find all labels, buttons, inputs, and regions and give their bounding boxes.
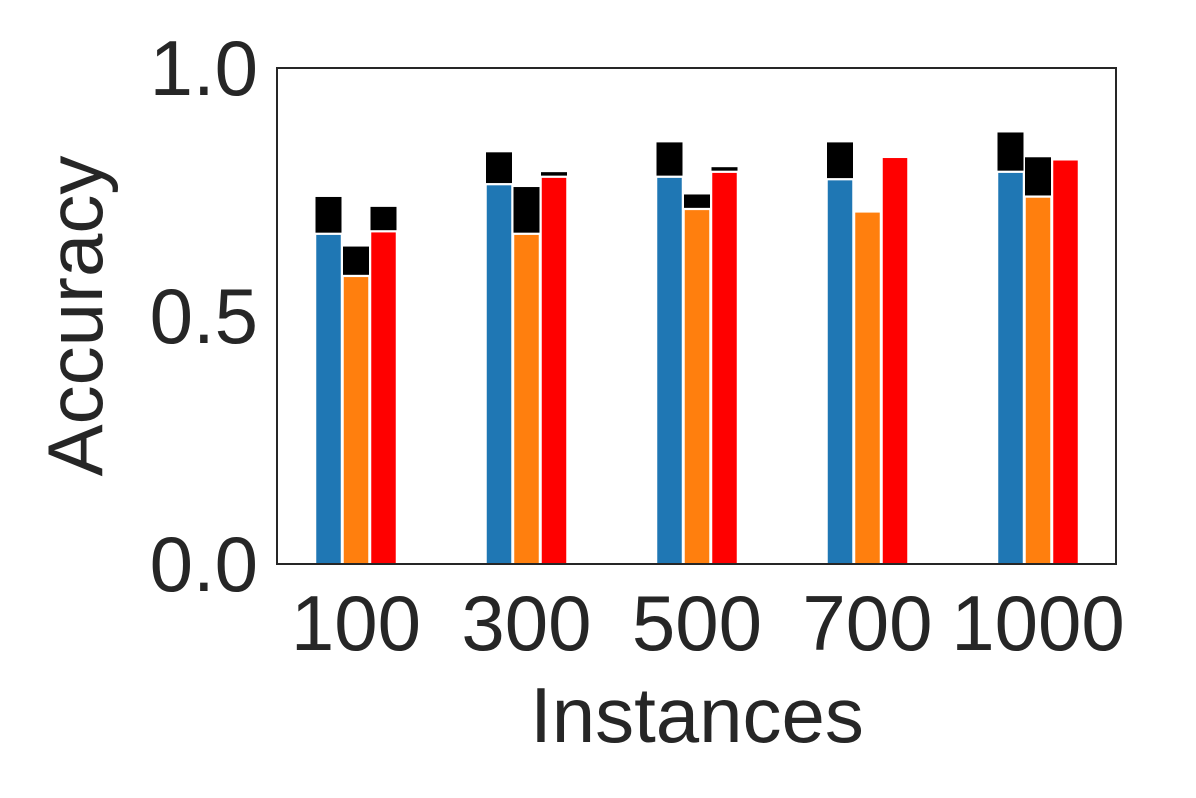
bar-300-series-2 — [512, 233, 541, 565]
error-bar-300-series-3 — [541, 172, 567, 176]
error-bar-100-series-3 — [370, 206, 397, 231]
bar-500-series-2 — [683, 208, 711, 565]
error-bar-100-series-1 — [315, 196, 342, 233]
bar-300-series-1 — [485, 183, 513, 565]
bar-700-series-1 — [826, 178, 854, 565]
error-bar-500-series-2 — [684, 194, 710, 208]
error-bar-300-series-2 — [513, 187, 540, 233]
x-axis-label: Instances — [530, 671, 864, 759]
error-bar-500-series-1 — [656, 142, 683, 176]
x-tick-label: 500 — [632, 579, 762, 667]
error-bar-500-series-3 — [711, 167, 738, 171]
error-bar-700-series-1 — [827, 142, 853, 179]
x-tick-label: 100 — [291, 579, 421, 667]
bar-1000-series-2 — [1024, 196, 1052, 565]
y-tick-label: 1.0 — [150, 24, 258, 112]
y-tick-label: 0.5 — [150, 272, 258, 360]
error-bar-1000-series-2 — [1025, 157, 1051, 196]
bar-100-series-2 — [342, 275, 370, 565]
x-tick-label: 700 — [802, 579, 932, 667]
bar-700-series-2 — [853, 211, 882, 565]
x-tick-label: 300 — [461, 579, 591, 667]
error-bar-100-series-2 — [343, 246, 369, 275]
x-tick-labels: 100 300 500 700 1000 — [291, 579, 1125, 667]
bar-100-series-3 — [369, 230, 398, 565]
bar-500-series-1 — [655, 176, 684, 565]
bar-500-series-3 — [710, 171, 739, 565]
bar-1000-series-1 — [996, 171, 1025, 565]
bar-100-series-1 — [314, 233, 343, 565]
bar-1000-series-3 — [1051, 159, 1080, 565]
y-tick-labels: 0.0 0.5 1.0 — [150, 24, 258, 608]
x-tick-label: 1000 — [951, 579, 1125, 667]
plot-frame — [276, 67, 1117, 565]
bars-layer — [314, 132, 1080, 565]
bar-700-series-3 — [881, 156, 909, 565]
error-bar-1000-series-1 — [997, 132, 1024, 171]
y-axis-label: Accuracy — [31, 156, 119, 477]
error-bar-300-series-1 — [486, 152, 512, 184]
bar-300-series-3 — [540, 176, 568, 565]
y-tick-label: 0.0 — [150, 520, 258, 608]
